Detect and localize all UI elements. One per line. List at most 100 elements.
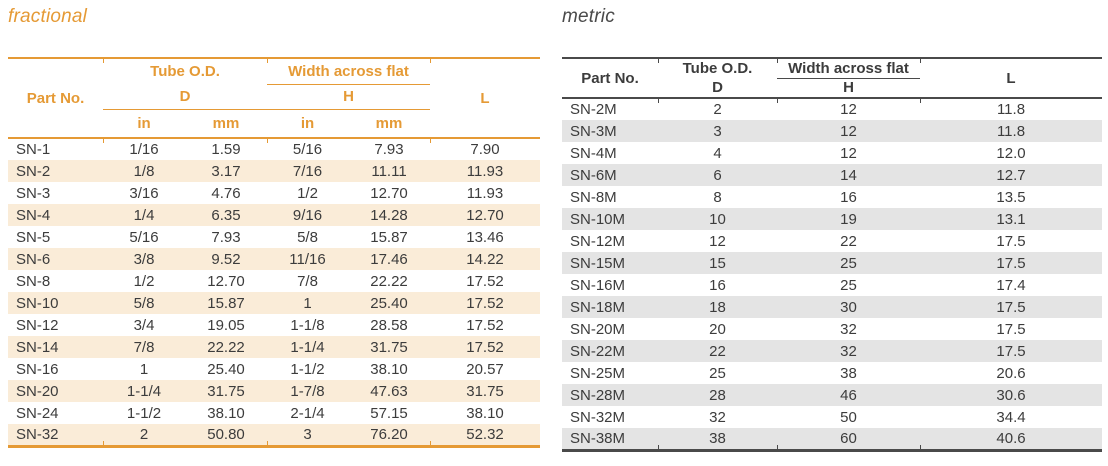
cell-d_mm: 4.76 [211, 184, 241, 202]
cell-part: SN-4M [570, 144, 617, 162]
cell-l: 17.52 [466, 338, 504, 356]
cell-d: 8 [713, 188, 722, 206]
table-row: SN-4 1/4 6.35 9/16 14.28 12.70 [8, 204, 541, 226]
cell-h_mm: 12.70 [370, 184, 408, 202]
cell-h_in: 1-1/4 [290, 338, 325, 356]
cell-d: 20 [709, 320, 726, 338]
fractional-section: fractional Part No. Tube O.D. Width acro… [8, 6, 541, 448]
metric-table-header: Part No. Tube O.D. Width across flat L D… [562, 56, 1102, 99]
cell-part: SN-3M [570, 122, 617, 140]
table-row: SN-38M 38 60 40.6 [562, 428, 1102, 451]
cell-d: 28 [709, 386, 726, 404]
cell-part: SN-12 [16, 316, 59, 334]
cell-l: 14.22 [466, 250, 504, 268]
cell-d_mm: 19.05 [207, 316, 245, 334]
cell-h: 22 [840, 232, 857, 250]
cell-part: SN-25M [570, 364, 626, 382]
cell-part: SN-32M [570, 408, 626, 426]
cell-h: 46 [840, 386, 857, 404]
cell-part: SN-10M [570, 210, 626, 228]
cell-h_in: 1-1/8 [290, 316, 325, 334]
cell-d: 6 [713, 166, 722, 184]
cell-part: SN-8M [570, 188, 617, 206]
cell-h: 60 [776, 428, 920, 451]
cell-d_in: 1/16 [102, 136, 185, 160]
cell-d: 10 [709, 210, 726, 228]
cell-d: 16 [709, 276, 726, 294]
cell-d_in: 1/8 [133, 162, 155, 180]
cell-h_in: 5/16 [266, 136, 348, 160]
cell-l: 17.52 [466, 272, 504, 290]
table-row: SN-32 2 50.80 3 76.20 52.32 [8, 424, 541, 447]
cell-d_in: 1-1/2 [126, 404, 162, 422]
cell-l: 17.4 [996, 276, 1026, 294]
cell-part: SN-8 [16, 272, 51, 290]
cell-h_mm: 28.58 [370, 316, 408, 334]
column-subheader-d: D [658, 78, 777, 99]
cell-part: SN-2M [570, 101, 617, 118]
cell-h: 25 [840, 254, 857, 272]
cell-h_in: 3 [266, 424, 348, 447]
cell-h_in: 7/16 [292, 162, 323, 180]
table-row: SN-3 3/16 4.76 1/2 12.70 11.93 [8, 182, 540, 204]
table-row: SN-28M 28 46 30.6 [562, 384, 1102, 406]
cell-part: SN-24 [16, 404, 59, 422]
cell-d_in: 1/2 [133, 272, 155, 290]
cell-part: SN-18M [570, 298, 626, 316]
cell-d_mm: 1.59 [211, 141, 241, 158]
cell-l: 12.0 [996, 144, 1026, 162]
cell-h: 38 [840, 364, 857, 382]
table-row: SN-12 3/4 19.05 1-1/8 28.58 17.52 [8, 314, 540, 336]
cell-part: SN-20 [16, 382, 59, 400]
cell-h_mm: 22.22 [370, 272, 408, 290]
cell-h_in: 1 [303, 294, 312, 312]
table-row: SN-6 3/8 9.52 11/16 17.46 14.22 [8, 248, 541, 270]
cell-d_mm: 15.87 [207, 294, 245, 312]
table-row: SN-8M 8 16 13.5 [562, 186, 1102, 208]
cell-d_mm: 9.52 [211, 250, 241, 268]
table-row: SN-6M 6 14 12.7 [562, 164, 1102, 186]
cell-d_in: 1-1/4 [126, 382, 162, 400]
cell-d_mm: 7.93 [211, 228, 241, 246]
cell-part: SN-32 [16, 425, 59, 443]
table-row: SN-16 1 25.40 1-1/2 38.10 20.57 [8, 358, 540, 380]
table-row: SN-14 7/8 22.22 1-1/4 31.75 17.52 [8, 336, 541, 358]
cell-l: 17.52 [466, 316, 504, 334]
cell-h_mm: 15.87 [370, 228, 408, 246]
cell-l: 17.5 [996, 232, 1026, 250]
cell-h_mm: 76.20 [370, 425, 408, 443]
table-row: SN-8 1/2 12.70 7/8 22.22 17.52 [8, 270, 540, 292]
cell-l: 12.7 [996, 166, 1026, 184]
cell-h_mm: 17.46 [370, 250, 408, 268]
cell-h_in: 5/8 [297, 228, 318, 246]
cell-l: 30.6 [996, 386, 1026, 404]
cell-h_mm: 57.15 [370, 404, 408, 422]
table-row: SN-1 1/16 1.59 5/16 7.93 7.90 [8, 136, 540, 160]
cell-d: 18 [709, 298, 726, 316]
cell-l: 11.93 [466, 162, 504, 180]
cell-d_mm: 22.22 [207, 338, 245, 356]
cell-h_in: 1-1/2 [290, 360, 325, 378]
metric-table-body: SN-2M 2 12 11.8 SN-3M 3 12 11.8 SN-4M 4 12 12.0 SN-6… [562, 96, 1102, 451]
column-group-tube-od: Tube O.D. [657, 56, 777, 78]
cell-h: 32 [840, 320, 857, 338]
cell-d_in: 7/8 [133, 338, 155, 356]
cell-h: 32 [840, 342, 857, 360]
table-row: SN-15M 15 25 17.5 [562, 252, 1102, 274]
cell-d_in: 2 [102, 424, 185, 447]
cell-part: SN-22M [570, 342, 626, 360]
cell-d_mm: 12.70 [207, 272, 245, 290]
cell-h: 12 [840, 122, 857, 140]
cell-h_in: 11/16 [289, 250, 326, 268]
cell-l: 17.5 [996, 298, 1026, 316]
cell-l: 40.6 [919, 428, 1102, 451]
unit-header-mm: mm [348, 109, 431, 139]
cell-d_mm: 31.75 [207, 382, 245, 400]
cell-h: 12 [776, 96, 920, 120]
table-row: SN-5 5/16 7.93 5/8 15.87 13.46 [8, 226, 540, 248]
cell-d: 32 [709, 408, 726, 426]
table-row: SN-20 1-1/4 31.75 1-7/8 47.63 31.75 [8, 380, 541, 402]
cell-l: 7.90 [429, 136, 540, 160]
cell-part: SN-15M [570, 254, 626, 272]
